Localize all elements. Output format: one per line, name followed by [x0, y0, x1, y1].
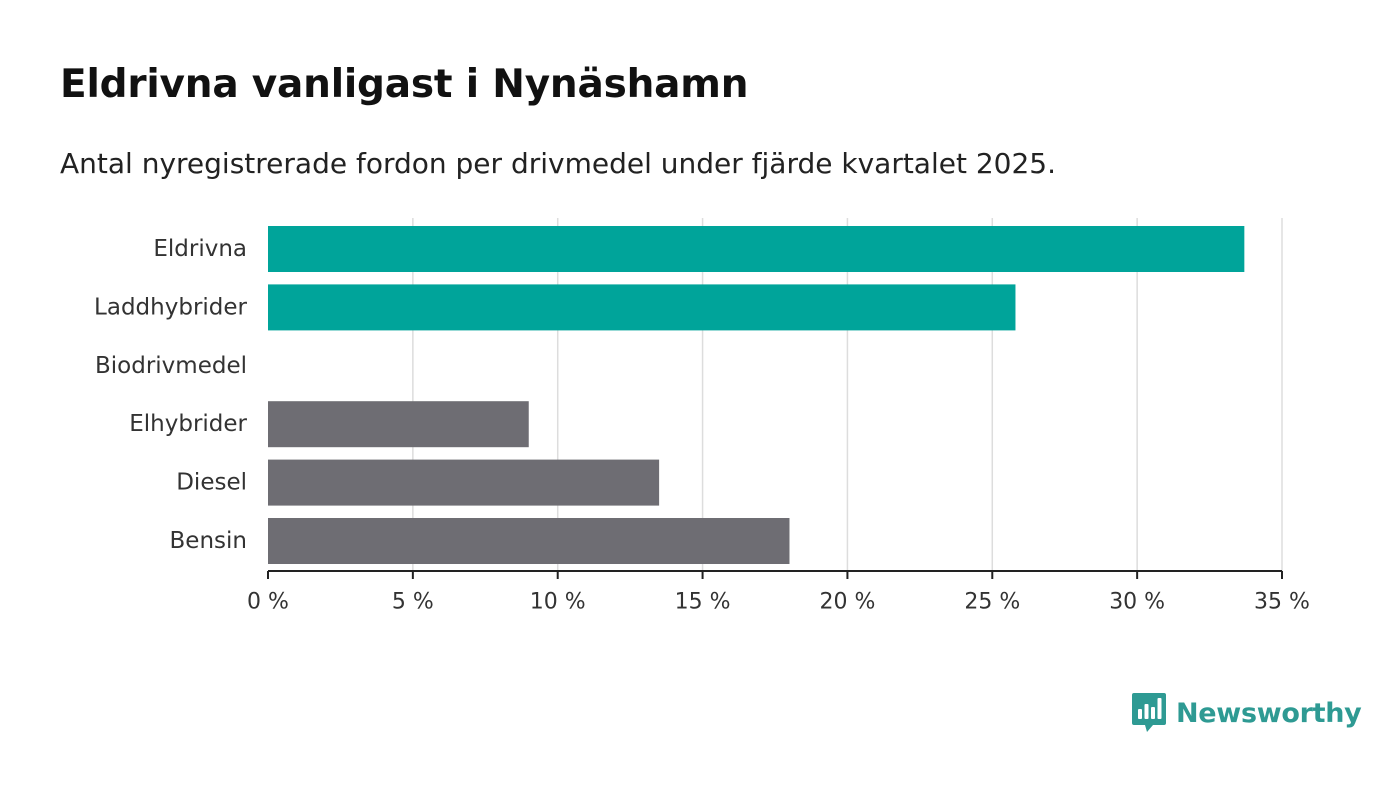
- category-label-bensin: Bensin: [170, 528, 247, 554]
- x-tick-label-35: 35 %: [1254, 590, 1310, 615]
- bar-laddhybrider: [268, 284, 1016, 331]
- gridlines: [412, 218, 1283, 571]
- x-tick-label-25: 25 %: [964, 590, 1020, 615]
- x-tick-label-20: 20 %: [819, 590, 875, 615]
- category-label-biodrivmedel: Biodrivmedel: [95, 353, 247, 379]
- x-tick-label-0: 0 %: [247, 590, 289, 615]
- category-label-elhybrider: Elhybrider: [129, 411, 247, 437]
- bars: [268, 226, 1245, 564]
- category-labels: Eldrivna Laddhybrider Biodrivmedel Elhybrid…: [94, 236, 247, 554]
- chart-title: Eldrivna vanligast i Nynäshamn: [60, 62, 749, 107]
- x-tick-label-30: 30 %: [1109, 590, 1165, 615]
- category-label-diesel: Diesel: [176, 470, 247, 496]
- x-tick-label-10: 10 %: [530, 590, 586, 615]
- newsworthy-logo: Newsworthy: [1132, 692, 1362, 734]
- bar-bensin: [268, 518, 790, 564]
- category-label-laddhybrider: Laddhybrider: [94, 294, 247, 320]
- brand-name: Newsworthy: [1176, 697, 1362, 729]
- bar-eldrivna: [268, 226, 1245, 272]
- x-tick-label-5: 5 %: [392, 590, 434, 615]
- bar-elhybrider: [268, 401, 529, 448]
- chart-subtitle: Antal nyregistrerade fordon per drivmede…: [60, 147, 1057, 180]
- x-tick-label-15: 15 %: [675, 590, 731, 615]
- bar-diesel: [268, 459, 660, 506]
- x-axis: 0 % 5 % 10 % 15 % 20 % 25 % 30 % 35 %: [247, 570, 1310, 615]
- bar-chart-speech-bubble-icon: [1132, 693, 1166, 732]
- category-label-eldrivna: Eldrivna: [153, 236, 247, 262]
